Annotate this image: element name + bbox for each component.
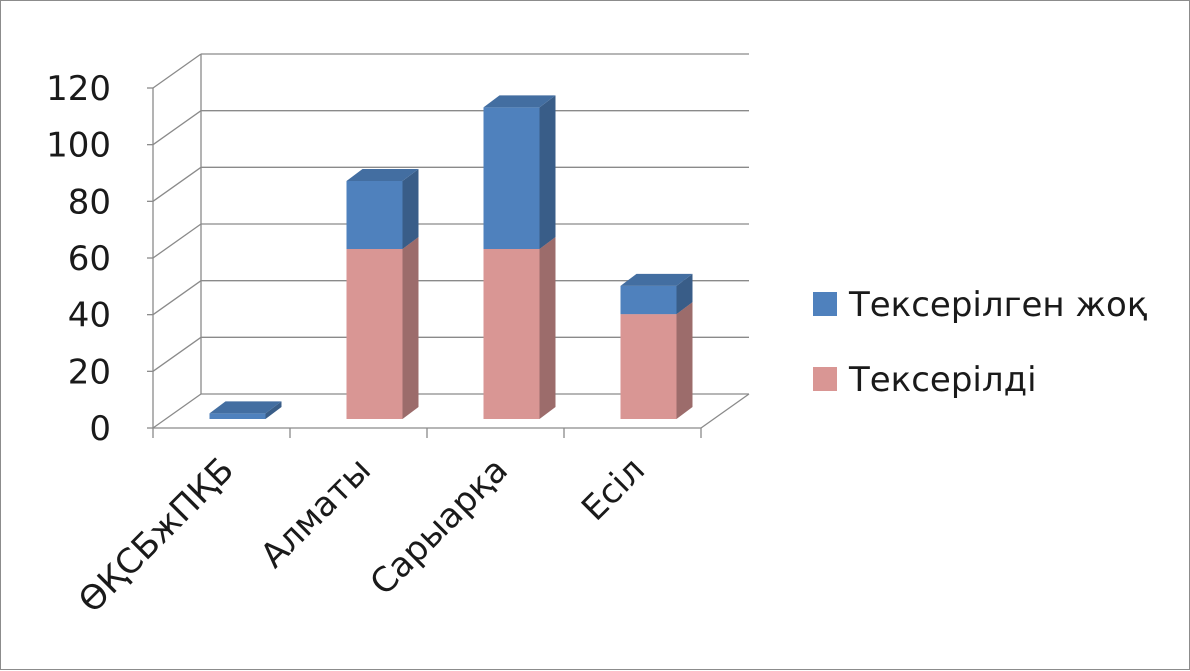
bar-front-unchecked [210, 413, 266, 419]
bar-side [403, 169, 419, 249]
legend-swatch [813, 292, 837, 316]
x-category-label: Есіл [574, 450, 653, 529]
gridline-side [153, 281, 201, 315]
gridline-side [153, 54, 201, 88]
x-category-label: Алматы [253, 450, 379, 576]
x-category-label: ӨҚСБжПҚБ [71, 450, 242, 621]
bar-front-unchecked [621, 286, 677, 314]
y-tick-label: 60 [68, 239, 111, 279]
gridline-side [153, 224, 201, 258]
bar-side [677, 302, 693, 419]
y-tick-label: 0 [89, 409, 111, 449]
floor-right-edge [701, 394, 749, 428]
y-tick-label: 100 [46, 126, 111, 166]
bar-front-checked [484, 249, 540, 419]
gridline-side [153, 337, 201, 371]
legend-label: Тексерілген жоқ [848, 285, 1147, 325]
gridline-side [153, 394, 201, 428]
x-category-label: Сарыарқа [363, 450, 516, 603]
bar-front-unchecked [347, 181, 403, 249]
bar-front-checked [621, 314, 677, 419]
y-tick-label: 20 [68, 352, 111, 392]
y-tick-label: 120 [46, 69, 111, 109]
gridline-side [153, 111, 201, 145]
bar-front-unchecked [484, 107, 540, 249]
bar-side [403, 237, 419, 419]
legend-swatch [813, 367, 837, 391]
bar-front-checked [347, 249, 403, 419]
y-tick-label: 80 [68, 182, 111, 222]
gridline-side [153, 167, 201, 201]
legend-label: Тексерілді [848, 360, 1037, 400]
bar-side [540, 95, 556, 249]
y-tick-label: 40 [68, 296, 111, 336]
bar-side [540, 237, 556, 419]
